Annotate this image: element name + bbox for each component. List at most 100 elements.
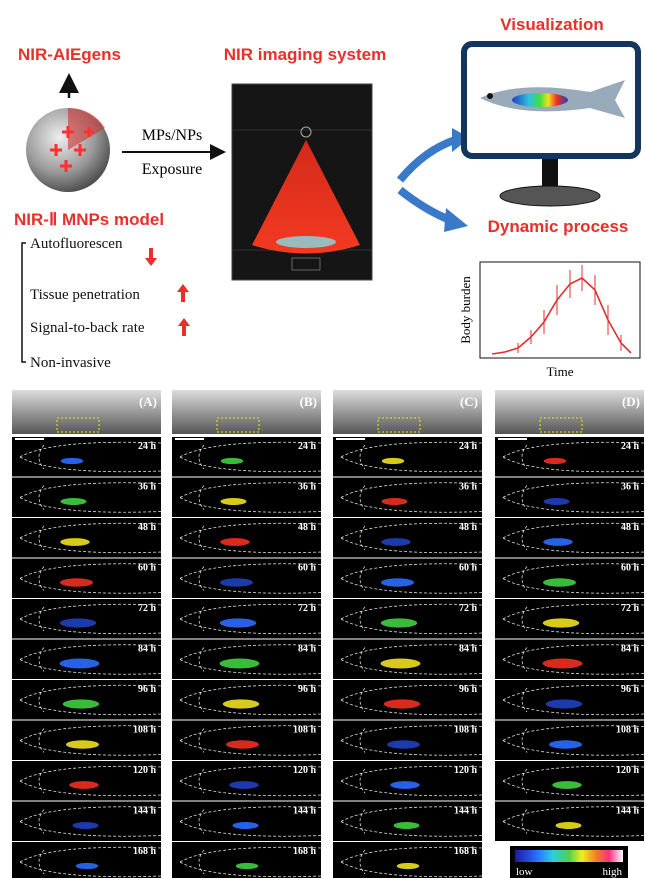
signal xyxy=(543,578,576,587)
feature: Non-invasive xyxy=(30,355,111,371)
signal xyxy=(220,538,250,546)
signal xyxy=(221,498,247,505)
time-label: 120 h xyxy=(133,765,157,776)
fish-eye xyxy=(487,93,493,99)
signal xyxy=(544,458,567,464)
signal xyxy=(382,458,405,464)
signal xyxy=(66,740,99,749)
blue-arrow xyxy=(400,190,450,220)
blue-arrow-head xyxy=(444,208,468,232)
time-label: 144 h xyxy=(293,806,317,817)
signal xyxy=(236,863,259,869)
signal xyxy=(543,659,583,669)
signal xyxy=(63,699,100,708)
time-label: 108 h xyxy=(616,725,640,736)
feature: Autofluorescen xyxy=(30,236,123,252)
fish-small xyxy=(276,236,336,248)
feature: Signal-to-back rate xyxy=(30,320,145,336)
colorbar xyxy=(515,850,623,862)
time-label: 84 h xyxy=(298,644,317,655)
signal xyxy=(381,659,421,669)
panel-label: (B) xyxy=(300,394,317,409)
colorbar-high: high xyxy=(602,866,622,878)
time-label: 24 h xyxy=(621,441,640,452)
signal xyxy=(226,740,259,749)
time-label: 168 h xyxy=(293,846,317,857)
signal xyxy=(543,538,573,546)
time-label: 72 h xyxy=(138,603,157,614)
error-bars xyxy=(518,265,621,353)
time-label: 120 h xyxy=(293,765,317,776)
panel-label: (C) xyxy=(460,394,478,409)
signal xyxy=(61,498,87,505)
signal xyxy=(220,578,253,587)
signal xyxy=(556,822,582,829)
brightfield xyxy=(172,390,321,434)
time-label: 36 h xyxy=(621,482,640,493)
time-label: 72 h xyxy=(298,603,317,614)
signal xyxy=(223,699,260,708)
signal xyxy=(69,781,99,789)
system-title: NIR imaging system xyxy=(224,45,387,64)
dynamic-title: Dynamic process xyxy=(488,217,629,236)
signal xyxy=(381,578,414,587)
time-label: 144 h xyxy=(616,806,640,817)
signal xyxy=(390,781,420,789)
time-label: 84 h xyxy=(621,644,640,655)
signal xyxy=(221,458,244,464)
signal xyxy=(397,863,420,869)
signal xyxy=(381,618,418,627)
time-label: 96 h xyxy=(138,684,157,695)
signal xyxy=(394,822,420,829)
time-label: 144 h xyxy=(133,806,157,817)
signal xyxy=(76,863,99,869)
time-label: 24 h xyxy=(459,441,478,452)
time-label: 108 h xyxy=(454,725,478,736)
time-label: 96 h xyxy=(621,684,640,695)
time-label: 48 h xyxy=(138,522,157,533)
time-label: 72 h xyxy=(621,603,640,614)
time-label: 120 h xyxy=(454,765,478,776)
time-label: 168 h xyxy=(454,846,478,857)
signal xyxy=(60,618,97,627)
bracket xyxy=(22,243,26,362)
signal xyxy=(60,538,90,546)
signal xyxy=(60,578,93,587)
time-label: 168 h xyxy=(133,846,157,857)
signal xyxy=(387,740,420,749)
colorbar-low: low xyxy=(516,866,533,878)
time-label: 144 h xyxy=(454,806,478,817)
signal xyxy=(544,498,570,505)
plot-curve xyxy=(492,278,631,354)
signal xyxy=(220,618,257,627)
time-label: 60 h xyxy=(298,563,317,574)
time-label: 60 h xyxy=(621,563,640,574)
monitor-base xyxy=(500,186,600,206)
signal xyxy=(552,781,582,789)
panel-label: (D) xyxy=(622,394,640,409)
figure: NIR-AIEgens MPs/NPs Exposure NIR-Ⅱ MNPs … xyxy=(0,0,646,878)
plot-ylabel: Body burden xyxy=(458,276,473,344)
time-label: 60 h xyxy=(138,563,157,574)
time-label: 96 h xyxy=(298,684,317,695)
feature-arrows xyxy=(145,248,190,336)
time-label: 60 h xyxy=(459,563,478,574)
time-label: 48 h xyxy=(459,522,478,533)
signal xyxy=(73,822,99,829)
time-label: 48 h xyxy=(621,522,640,533)
model-title: NIR-Ⅱ MNPs model xyxy=(14,210,164,229)
visualization-title: Visualization xyxy=(500,15,604,34)
time-label: 36 h xyxy=(138,482,157,493)
signal xyxy=(384,699,421,708)
panel-label: (A) xyxy=(139,394,157,409)
time-label: 84 h xyxy=(138,644,157,655)
time-label: 36 h xyxy=(298,482,317,493)
time-label: 48 h xyxy=(298,522,317,533)
signal xyxy=(382,498,408,505)
signal xyxy=(61,458,84,464)
time-label: 36 h xyxy=(459,482,478,493)
signal xyxy=(229,781,259,789)
time-label: 120 h xyxy=(616,765,640,776)
time-label: 24 h xyxy=(298,441,317,452)
signal xyxy=(233,822,259,829)
